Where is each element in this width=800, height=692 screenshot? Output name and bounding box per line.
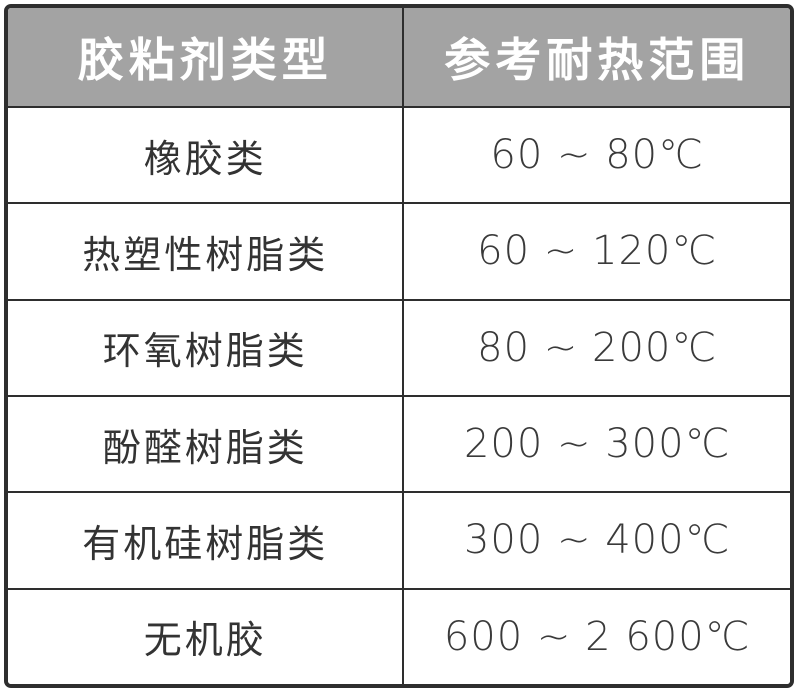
cell-heat-range: 200 ~ 300℃ — [463, 421, 731, 468]
cell-heat-range: 600 ~ 2 600℃ — [443, 613, 751, 660]
cell-adhesive-type: 环氧树脂类 — [8, 300, 405, 395]
cell-adhesive-type: 橡胶类 — [8, 108, 405, 203]
table-row: 有机硅树脂类 300 ~ 400℃ — [8, 491, 790, 588]
cell-heat-range: 300 ~ 400℃ — [463, 517, 731, 564]
header-cell-heat-range: 参考耐热范围 — [444, 33, 751, 87]
cell-adhesive-type: 酚醛树脂类 — [8, 396, 405, 492]
cell-adhesive-type: 热塑性树脂类 — [8, 204, 405, 299]
header-cell-adhesive-type: 胶粘剂类型 — [8, 8, 405, 106]
table-row: 酚醛树脂类 200 ~ 300℃ — [8, 394, 790, 492]
adhesive-heat-table: 胶粘剂类型 参考耐热范围 橡胶类 60 ~ 80℃ 热塑性树脂类 60 ~ 12… — [4, 4, 794, 688]
table-row: 橡胶类 60 ~ 80℃ — [8, 106, 790, 203]
cell-heat-range: 60 ~ 120℃ — [477, 228, 718, 275]
cell-adhesive-type: 有机硅树脂类 — [8, 493, 405, 588]
table-row: 热塑性树脂类 60 ~ 120℃ — [8, 202, 790, 299]
table-row: 无机胶 600 ~ 2 600℃ — [8, 587, 790, 684]
cell-heat-range: 80 ~ 200℃ — [477, 324, 718, 371]
cell-adhesive-type: 无机胶 — [8, 589, 405, 684]
table-row: 环氧树脂类 80 ~ 200℃ — [8, 298, 790, 395]
cell-heat-range: 60 ~ 80℃ — [490, 132, 705, 179]
table-header-row: 胶粘剂类型 参考耐热范围 — [8, 8, 790, 106]
